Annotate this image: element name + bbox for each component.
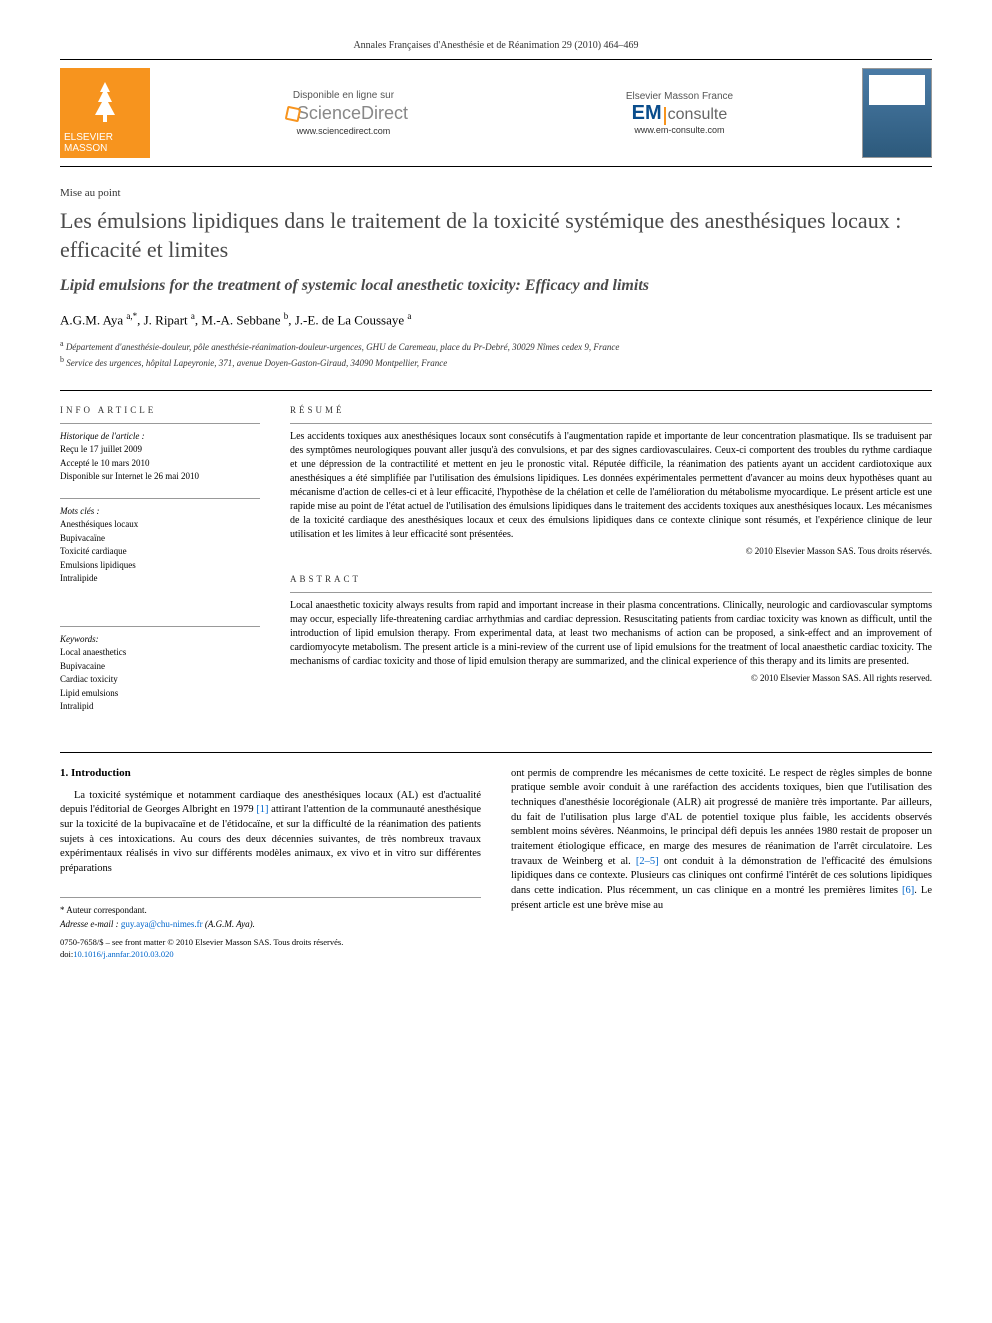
keywords-label: Keywords:: [60, 633, 260, 647]
sciencedirect-block: Disponible en ligne sur ScienceDirect ww…: [279, 90, 408, 136]
intro-paragraph-col2: ont permis de comprendre les mécanismes …: [511, 767, 932, 914]
em-top-label: Elsevier Masson France: [626, 91, 733, 102]
history-received: Reçu le 17 juillet 2009: [60, 443, 260, 457]
issn-line: 0750-7658/$ – see front matter © 2010 El…: [60, 937, 481, 949]
publisher-name-top: ELSEVIER: [64, 132, 146, 143]
resume-text: Les accidents toxiques aux anesthésiques…: [290, 423, 932, 542]
mots-cles-item: Anesthésiques locaux: [60, 518, 260, 532]
keywords-block: Keywords: Local anaestheticsBupivacaineC…: [60, 626, 260, 714]
journal-banner: ELSEVIER MASSON Disponible en ligne sur …: [60, 59, 932, 167]
citation-link[interactable]: [2–5]: [636, 856, 659, 867]
sciencedirect-icon: [279, 107, 293, 121]
keyword-item: Cardiac toxicity: [60, 673, 260, 687]
em-brand-em: EM: [632, 102, 662, 124]
journal-cover-thumbnail: [862, 68, 932, 158]
em-bar-icon: [664, 107, 666, 125]
elsevier-masson-logo: ELSEVIER MASSON: [60, 68, 150, 158]
info-article-label: INFO ARTICLE: [60, 405, 260, 415]
sd-top-label: Disponible en ligne sur: [279, 90, 408, 101]
sciencedirect-url[interactable]: www.sciencedirect.com: [279, 126, 408, 136]
article-type: Mise au point: [60, 187, 932, 199]
email-label: Adresse e-mail :: [60, 919, 119, 929]
history-label: Historique de l'article :: [60, 430, 260, 444]
em-brand-consulte: consulte: [668, 106, 728, 123]
email-line: Adresse e-mail : guy.aya@chu-nimes.fr (A…: [60, 918, 481, 931]
affiliation-list: a Département d'anesthésie-douleur, pôle…: [60, 338, 932, 369]
sciencedirect-brand: ScienceDirect: [297, 103, 408, 124]
history-accepted: Accepté le 10 mars 2010: [60, 457, 260, 471]
journal-citation: Annales Françaises d'Anesthésie et de Ré…: [60, 40, 932, 51]
intro-paragraph-col1: La toxicité systémique et notamment card…: [60, 789, 481, 877]
history-online: Disponible sur Internet le 26 mai 2010: [60, 470, 260, 484]
affiliation-item: b Service des urgences, hôpital Lapeyron…: [60, 354, 932, 370]
article-title-english: Lipid emulsions for the treatment of sys…: [60, 276, 932, 297]
affiliation-item: a Département d'anesthésie-douleur, pôle…: [60, 338, 932, 354]
mots-cles-item: Toxicité cardiaque: [60, 545, 260, 559]
abstract-text: Local anaesthetic toxicity always result…: [290, 592, 932, 669]
author-list: A.G.M. Aya a,*, J. Ripart a, M.-A. Sebba…: [60, 311, 932, 328]
publisher-name-bottom: MASSON: [64, 143, 146, 154]
mots-cles-item: Bupivacaïne: [60, 532, 260, 546]
resume-copyright: © 2010 Elsevier Masson SAS. Tous droits …: [290, 546, 932, 556]
mots-cles-item: Intralipide: [60, 572, 260, 586]
author-email-link[interactable]: guy.aya@chu-nimes.fr: [121, 919, 203, 929]
article-title-french: Les émulsions lipidiques dans le traitem…: [60, 207, 932, 264]
mots-cles-item: Emulsions lipidiques: [60, 559, 260, 573]
resume-label: RÉSUMÉ: [290, 405, 932, 415]
emconsulte-url[interactable]: www.em-consulte.com: [626, 125, 733, 135]
abstract-copyright: © 2010 Elsevier Masson SAS. All rights r…: [290, 673, 932, 683]
abstract-label: ABSTRACT: [290, 574, 932, 584]
mots-cles-label: Mots clés :: [60, 505, 260, 519]
intro-heading: 1. Introduction: [60, 767, 481, 779]
doi-line: doi:10.1016/j.annfar.2010.03.020: [60, 949, 481, 961]
keyword-item: Local anaesthetics: [60, 646, 260, 660]
citation-link[interactable]: [1]: [256, 804, 268, 815]
email-author-name: (A.G.M. Aya).: [205, 919, 255, 929]
doi-link[interactable]: 10.1016/j.annfar.2010.03.020: [73, 949, 173, 959]
mots-cles-block: Mots clés : Anesthésiques locauxBupivaca…: [60, 498, 260, 586]
elsevier-tree-icon: [64, 72, 146, 132]
citation-link[interactable]: [6]: [902, 885, 914, 896]
keyword-item: Intralipid: [60, 700, 260, 714]
keyword-item: Lipid emulsions: [60, 687, 260, 701]
keyword-item: Bupivacaine: [60, 660, 260, 674]
article-history: Historique de l'article : Reçu le 17 jui…: [60, 423, 260, 484]
corresponding-author: * Auteur correspondant.: [60, 904, 481, 917]
emconsulte-block: Elsevier Masson France EM consulte www.em…: [626, 91, 733, 135]
page-footer: * Auteur correspondant. Adresse e-mail :…: [60, 897, 481, 961]
